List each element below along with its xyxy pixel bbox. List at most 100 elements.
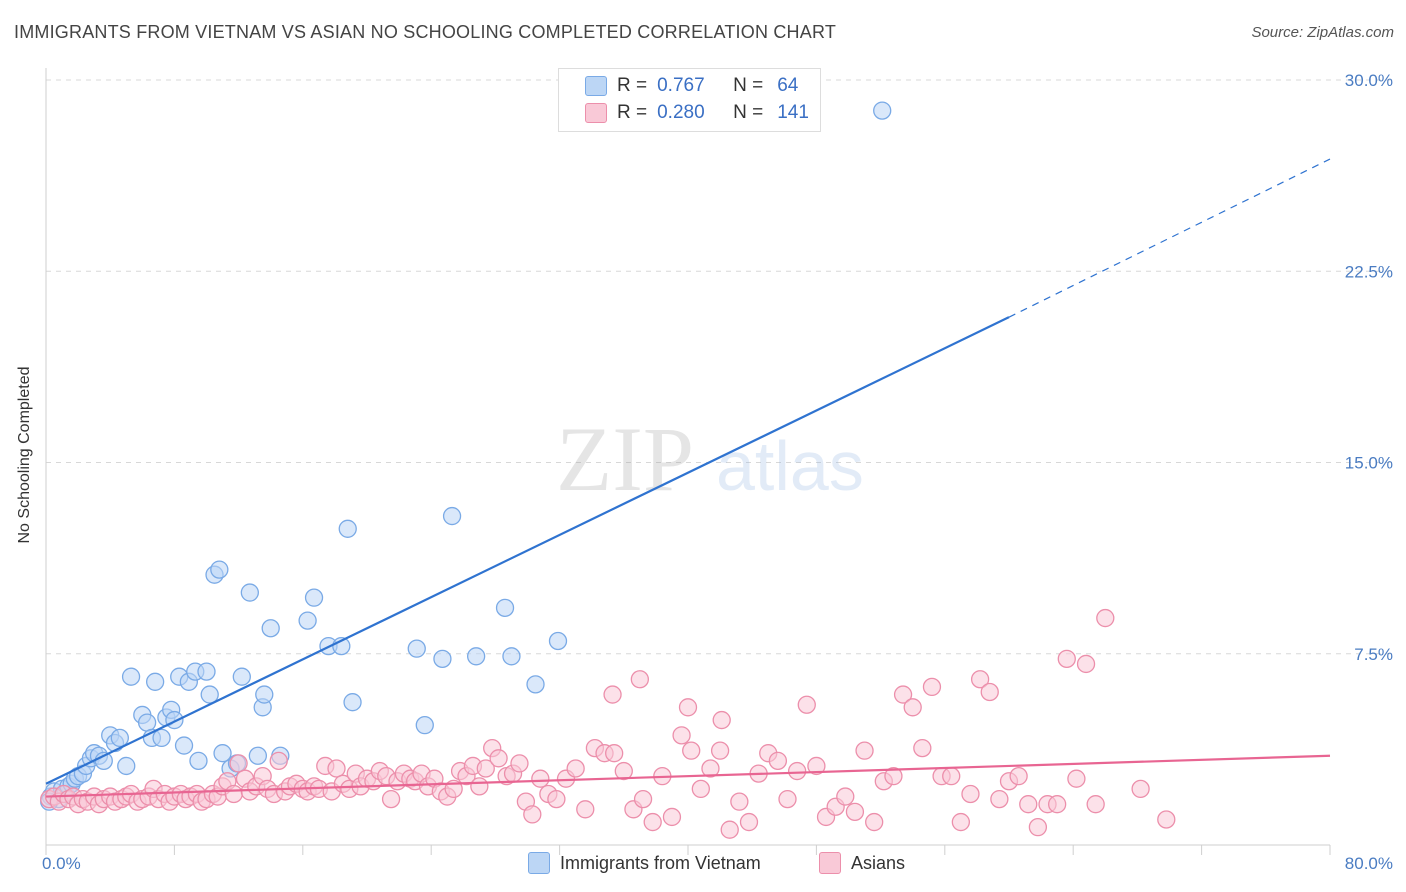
data-point	[213, 744, 232, 763]
data-point	[807, 756, 826, 776]
data-point	[614, 761, 633, 781]
data-point	[691, 779, 710, 799]
data-point	[787, 761, 807, 781]
data-point	[240, 583, 259, 602]
data-point	[338, 519, 357, 538]
data-point	[630, 670, 649, 689]
data-point	[672, 726, 691, 745]
data-point	[1131, 779, 1150, 799]
y-tick-label: 22.5%	[1345, 262, 1393, 281]
data-point	[576, 800, 595, 819]
axes	[45, 68, 1331, 855]
data-point	[730, 792, 749, 811]
watermark: ZIP atlas	[556, 408, 864, 510]
trend-line-extension	[1008, 158, 1331, 318]
legend-row-vietnam: R = 0.767 N = 64	[585, 73, 798, 99]
data-point	[224, 784, 243, 804]
trend-line-vietnam	[45, 316, 1010, 785]
data-point	[970, 670, 990, 689]
legend-swatch-vietnam	[585, 76, 607, 96]
y-tick-label: 30.0%	[1345, 71, 1393, 90]
legend-label-asians: Asians	[851, 852, 906, 873]
data-point	[433, 649, 452, 668]
data-point	[678, 698, 698, 717]
data-point	[566, 759, 585, 778]
data-point	[489, 749, 508, 768]
data-point	[174, 736, 194, 755]
trend-lines	[45, 158, 1331, 798]
data-point	[343, 693, 362, 712]
data-point	[495, 598, 515, 617]
data-point	[526, 675, 545, 694]
data-point	[327, 759, 346, 778]
data-point	[442, 506, 462, 526]
data-point	[1067, 769, 1086, 788]
data-point	[845, 802, 865, 821]
data-point	[523, 805, 542, 824]
data-point	[502, 647, 521, 666]
data-point	[152, 728, 171, 748]
data-point	[1086, 795, 1105, 814]
data-point	[1096, 608, 1115, 628]
data-point	[1028, 818, 1048, 837]
data-point	[232, 667, 251, 686]
data-point	[210, 560, 229, 579]
data-point	[407, 639, 426, 658]
legend-r-value: 0.280	[657, 102, 705, 123]
data-point	[1057, 649, 1076, 668]
data-point	[137, 713, 157, 732]
series-legend: Immigrants from Vietnam Asians	[0, 852, 1406, 878]
legend-item-vietnam[interactable]: Immigrants from Vietnam	[528, 852, 761, 874]
data-point	[269, 751, 288, 770]
data-point	[922, 677, 942, 697]
data-point	[298, 611, 317, 630]
data-point	[893, 685, 913, 704]
legend-swatch-asians	[585, 103, 607, 123]
data-point	[229, 754, 248, 773]
data-point	[548, 631, 568, 651]
data-point	[961, 784, 980, 804]
data-point	[873, 101, 892, 120]
data-point	[1019, 795, 1038, 814]
legend-swatch-asians	[819, 852, 841, 874]
data-point	[942, 767, 961, 786]
watermark-zip: ZIP	[556, 408, 694, 510]
data-point	[701, 759, 720, 778]
series-asians	[40, 608, 1176, 839]
data-point	[865, 812, 884, 832]
legend-n-label: N =	[733, 75, 764, 96]
data-points	[40, 101, 1176, 839]
legend-item-asians[interactable]: Asians	[819, 852, 905, 874]
legend-r-label: R =	[617, 102, 648, 123]
data-point	[117, 756, 136, 776]
legend-n-label: N =	[733, 102, 764, 123]
data-point	[712, 710, 731, 730]
legend-r-label: R =	[617, 75, 648, 96]
y-tick-label: 15.0%	[1345, 454, 1393, 473]
data-point	[836, 787, 855, 806]
data-point	[720, 820, 739, 839]
x-tick-label: 0.0%	[42, 854, 81, 873]
chart-title: IMMIGRANTS FROM VIETNAM VS ASIAN NO SCHO…	[14, 22, 837, 42]
data-point	[951, 812, 970, 832]
data-point	[145, 672, 165, 691]
data-point	[797, 695, 816, 714]
data-point	[261, 619, 280, 638]
source-label: Source: ZipAtlas.com	[1251, 24, 1394, 41]
data-point	[1048, 795, 1067, 814]
data-point	[197, 662, 216, 681]
data-point	[1157, 810, 1176, 829]
data-point	[855, 741, 874, 760]
legend-n-value: 64	[777, 75, 799, 96]
legend-label-vietnam: Immigrants from Vietnam	[560, 852, 761, 873]
data-point	[415, 716, 434, 735]
data-point	[884, 767, 903, 786]
data-point	[682, 741, 701, 760]
data-point	[603, 685, 622, 704]
data-point	[980, 682, 999, 702]
data-point	[913, 738, 932, 758]
data-point	[605, 744, 624, 763]
data-point	[1076, 654, 1096, 674]
data-point	[476, 759, 495, 778]
data-point	[531, 769, 550, 788]
